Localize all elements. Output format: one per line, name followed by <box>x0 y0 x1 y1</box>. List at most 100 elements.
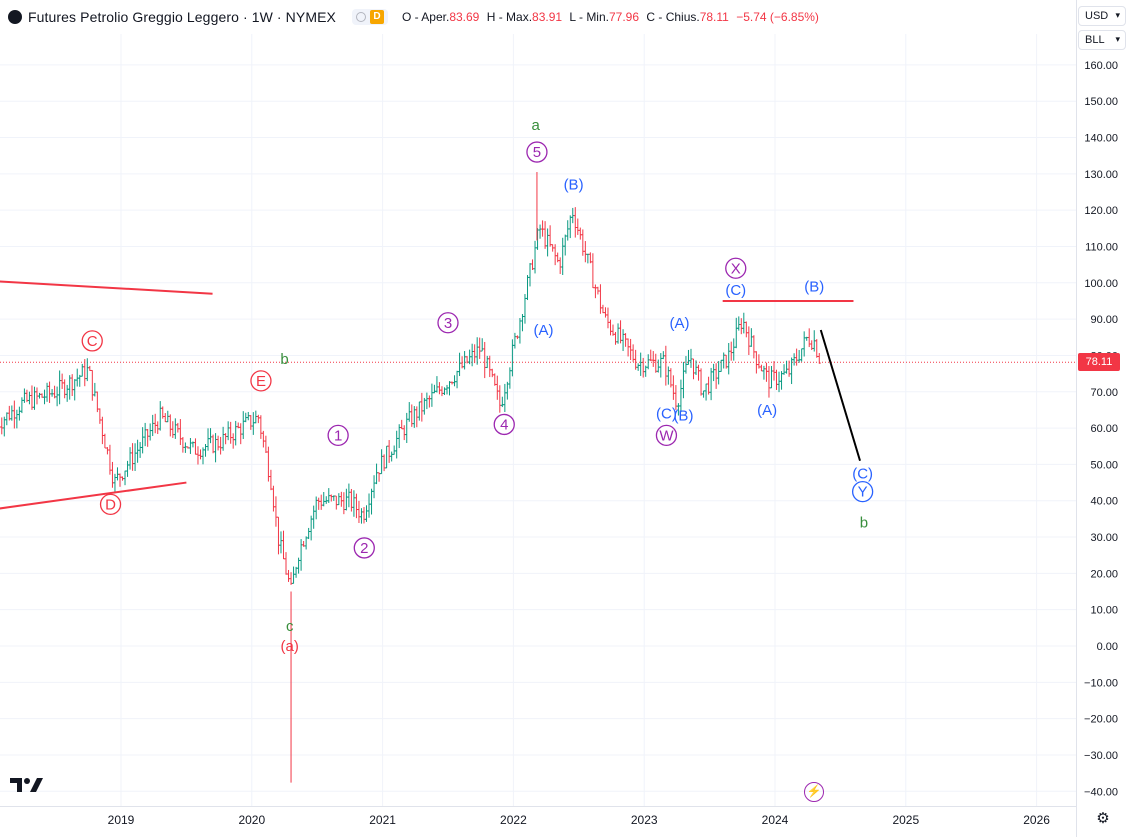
x-tick-label: 2025 <box>892 813 919 827</box>
ohlc-bar <box>659 353 663 378</box>
ohlc-bar <box>322 492 326 507</box>
ohlc-bar <box>566 220 570 241</box>
ohlc-bar <box>168 414 172 437</box>
wave-label: C <box>87 333 98 350</box>
ohlc-bar <box>563 234 567 256</box>
ohlc-bar <box>100 416 104 445</box>
ohlc-bar <box>420 392 424 422</box>
ohlc-bar <box>498 385 502 413</box>
symbol-icon[interactable] <box>8 10 22 24</box>
wave-label: 4 <box>500 416 508 433</box>
ohlc-bar <box>342 492 346 515</box>
ohlc-bar <box>568 215 572 239</box>
ohlc-bar <box>27 391 31 405</box>
ohlc-bar <box>624 333 628 347</box>
ohlc-bar <box>759 364 763 372</box>
ohlc-bar <box>787 360 791 377</box>
ohlc-bar <box>762 365 766 380</box>
ohlc-bar <box>601 304 605 314</box>
ohlc-bar <box>359 508 363 524</box>
ohlc-bar <box>500 396 504 408</box>
chevron-down-icon: ▾ <box>1115 10 1120 20</box>
ohlc-bar <box>392 445 396 455</box>
wave-label: 3 <box>444 315 452 332</box>
symbol-title[interactable]: Futures Petrolio Greggio Leggero · 1W · … <box>28 9 336 25</box>
currency-select[interactable]: USD ▾ <box>1078 6 1126 26</box>
ohlc-bar <box>131 443 135 471</box>
trendline[interactable] <box>0 280 213 295</box>
ohlc-bar <box>606 307 610 329</box>
wave-label: (A) <box>533 322 553 339</box>
ohlc-bar <box>525 275 529 301</box>
trendline[interactable] <box>819 329 861 462</box>
ohlc-bar <box>256 414 260 424</box>
ohlc-bar <box>747 326 751 356</box>
ohlc-bar <box>226 421 230 441</box>
ohlc-bar <box>234 420 238 446</box>
ohlc-bar <box>767 366 771 398</box>
ohlc-bar <box>58 370 62 405</box>
ohlc-bar <box>337 493 341 506</box>
close-label: C - Chius. <box>646 10 700 24</box>
y-tick-label: 90.00 <box>1090 314 1118 326</box>
wave-label: (B) <box>564 177 584 194</box>
ohlc-bar <box>777 371 781 393</box>
wave-label: b <box>280 351 288 368</box>
ohlc-bar <box>136 439 140 463</box>
ohlc-bar <box>133 443 137 471</box>
ohlc-bar <box>151 414 155 437</box>
ohlc-bar <box>224 433 228 445</box>
wave-label: (C) <box>725 282 746 299</box>
ohlc-bar <box>138 442 142 458</box>
ohlc-bar <box>435 376 439 393</box>
trendline[interactable] <box>0 481 187 510</box>
ohlc-bar <box>370 488 374 515</box>
unit-select[interactable]: BLL ▾ <box>1078 30 1126 50</box>
ohlc-bar <box>817 353 821 364</box>
ohlc-bar <box>48 381 52 403</box>
y-tick-label: 110.00 <box>1085 241 1118 253</box>
gear-icon[interactable]: ⚙ <box>1096 810 1110 827</box>
ohlc-bar <box>533 240 537 274</box>
ohlc-bar <box>400 419 404 430</box>
ohlc-bar <box>797 350 801 363</box>
tradingview-logo-icon[interactable] <box>10 776 44 794</box>
ohlc-bar <box>495 375 499 400</box>
lightning-icon[interactable]: ⚡ <box>804 782 824 802</box>
ohlc-bar <box>782 364 786 375</box>
wave-label: (A) <box>670 315 690 332</box>
ohlc-bar <box>581 229 585 256</box>
y-tick-label: 100.00 <box>1084 278 1118 290</box>
ohlc-bar <box>425 392 429 410</box>
ohlc-bar <box>231 433 235 449</box>
ohlc-bar <box>299 539 303 571</box>
ohlc-bar <box>732 338 736 361</box>
ohlc-bar <box>473 344 477 364</box>
ohlc-bar <box>541 220 545 237</box>
ohlc-bar <box>339 491 343 507</box>
ohlc-bar <box>593 284 597 299</box>
y-tick-label: 10.00 <box>1090 605 1118 617</box>
wave-label-circle <box>655 424 678 446</box>
ohlc-bar <box>68 375 72 400</box>
ohlc-bar <box>734 317 738 349</box>
ohlc-bar <box>729 341 733 361</box>
y-tick-label: 40.00 <box>1090 496 1118 508</box>
ohlc-bar <box>395 430 399 459</box>
delayed-badge[interactable]: D <box>369 10 384 24</box>
x-tick-label: 2026 <box>1023 813 1050 827</box>
chevron-down-icon: ▾ <box>1115 34 1120 44</box>
ohlc-bar <box>697 364 701 381</box>
y-tick-label: −20.00 <box>1084 714 1118 726</box>
ohlc-bar <box>692 358 696 380</box>
ohlc-bar <box>603 307 607 318</box>
ohlc-bar <box>30 385 34 410</box>
ohlc-bar <box>717 361 721 385</box>
ohlc-bar <box>22 388 26 403</box>
y-tick-label: 50.00 <box>1090 459 1118 471</box>
ohlc-bar <box>646 354 650 370</box>
status-badges[interactable]: D <box>351 9 388 25</box>
eye-icon[interactable] <box>355 12 366 22</box>
ohlc-bar <box>493 373 497 386</box>
